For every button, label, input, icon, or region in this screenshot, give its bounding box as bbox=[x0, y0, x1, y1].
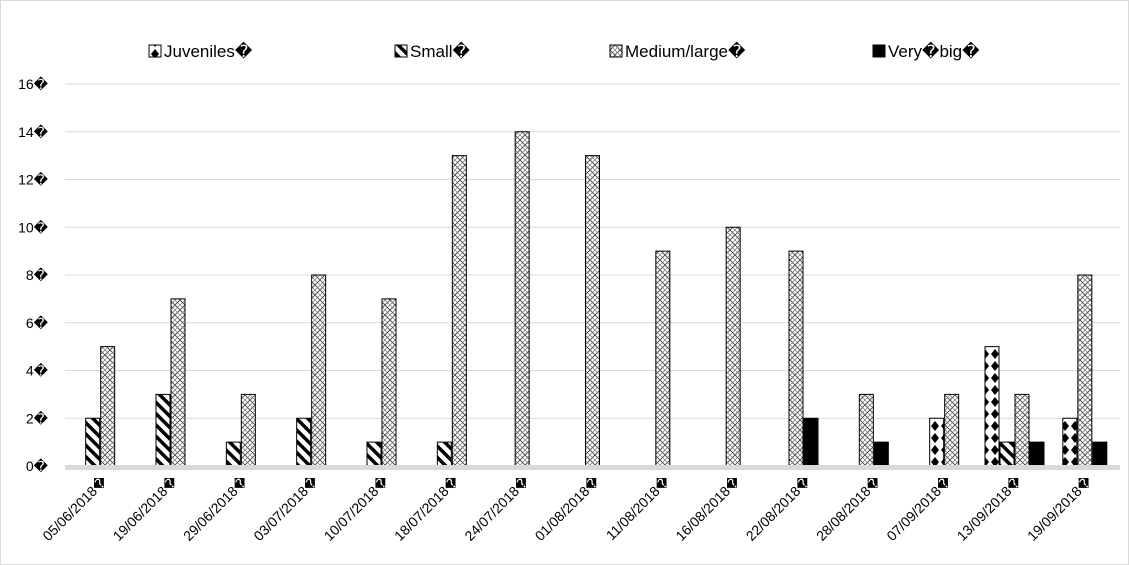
bar-crosshatch bbox=[1077, 274, 1093, 467]
bar-crosshatch bbox=[240, 393, 256, 467]
legend-label: Juveniles� bbox=[164, 41, 253, 61]
bar-crosshatch bbox=[944, 393, 960, 467]
bar-diagonal-stripes bbox=[436, 441, 452, 467]
legend-swatch bbox=[394, 44, 408, 58]
bar-crosshatch bbox=[655, 250, 671, 467]
bar-solid bbox=[873, 441, 889, 467]
x-axis bbox=[65, 465, 1120, 470]
bar-diamonds bbox=[984, 346, 1000, 467]
x-axis-line bbox=[65, 465, 1120, 470]
legend-label: Small� bbox=[410, 41, 471, 61]
bar-crosshatch bbox=[858, 393, 874, 467]
legend-swatch bbox=[872, 44, 886, 58]
legend-item: Juveniles� bbox=[148, 41, 253, 61]
y-tick-label: 14� bbox=[18, 124, 49, 140]
y-tick-label: 12� bbox=[18, 172, 49, 188]
y-tick-label: 6� bbox=[26, 315, 49, 331]
legend-swatch bbox=[609, 44, 623, 58]
bar-crosshatch bbox=[311, 274, 327, 467]
bar-diagonal-stripes bbox=[85, 417, 101, 467]
bar-diamonds bbox=[1062, 417, 1078, 467]
bar-diamonds bbox=[929, 417, 945, 467]
bar-diagonal-stripes bbox=[296, 417, 312, 467]
bar-crosshatch bbox=[725, 226, 741, 467]
bar-solid bbox=[1029, 441, 1045, 467]
legend-item: Medium/large� bbox=[609, 41, 746, 61]
bar-crosshatch bbox=[585, 155, 600, 467]
y-tick-label: 2� bbox=[26, 410, 49, 426]
bar-crosshatch bbox=[514, 131, 530, 467]
bar-crosshatch bbox=[170, 298, 186, 467]
bar-solid bbox=[803, 417, 819, 467]
bar-crosshatch bbox=[451, 155, 467, 467]
bar-crosshatch bbox=[100, 346, 116, 467]
bar-crosshatch bbox=[1014, 393, 1030, 467]
legend-item: Small� bbox=[394, 41, 471, 61]
legend-label: Medium/large� bbox=[625, 41, 746, 61]
y-tick-label: 16� bbox=[18, 76, 49, 92]
y-tick-label: 8� bbox=[26, 267, 49, 283]
legend-label: Very�big� bbox=[888, 41, 980, 61]
y-tick-label: 10� bbox=[18, 219, 49, 235]
bar-crosshatch bbox=[788, 250, 804, 467]
legend: Juveniles� Small� Medium/large� Very�big� bbox=[148, 41, 980, 61]
bar-diagonal-stripes bbox=[225, 441, 241, 467]
bars bbox=[85, 131, 1108, 467]
y-tick-label: 4� bbox=[26, 363, 49, 379]
y-tick-label: 0� bbox=[26, 458, 49, 474]
bar-diagonal-stripes bbox=[999, 441, 1015, 467]
y-axis-ticks: 0� 2� 4� 6� 8� 10� 12� 14� 16� bbox=[18, 76, 49, 474]
bar-solid bbox=[1092, 441, 1108, 467]
legend-swatch bbox=[148, 44, 162, 58]
bar-crosshatch bbox=[381, 298, 397, 467]
legend-item: Very�big� bbox=[872, 41, 980, 61]
bar-diagonal-stripes bbox=[366, 441, 382, 467]
bar-diagonal-stripes bbox=[155, 393, 171, 467]
